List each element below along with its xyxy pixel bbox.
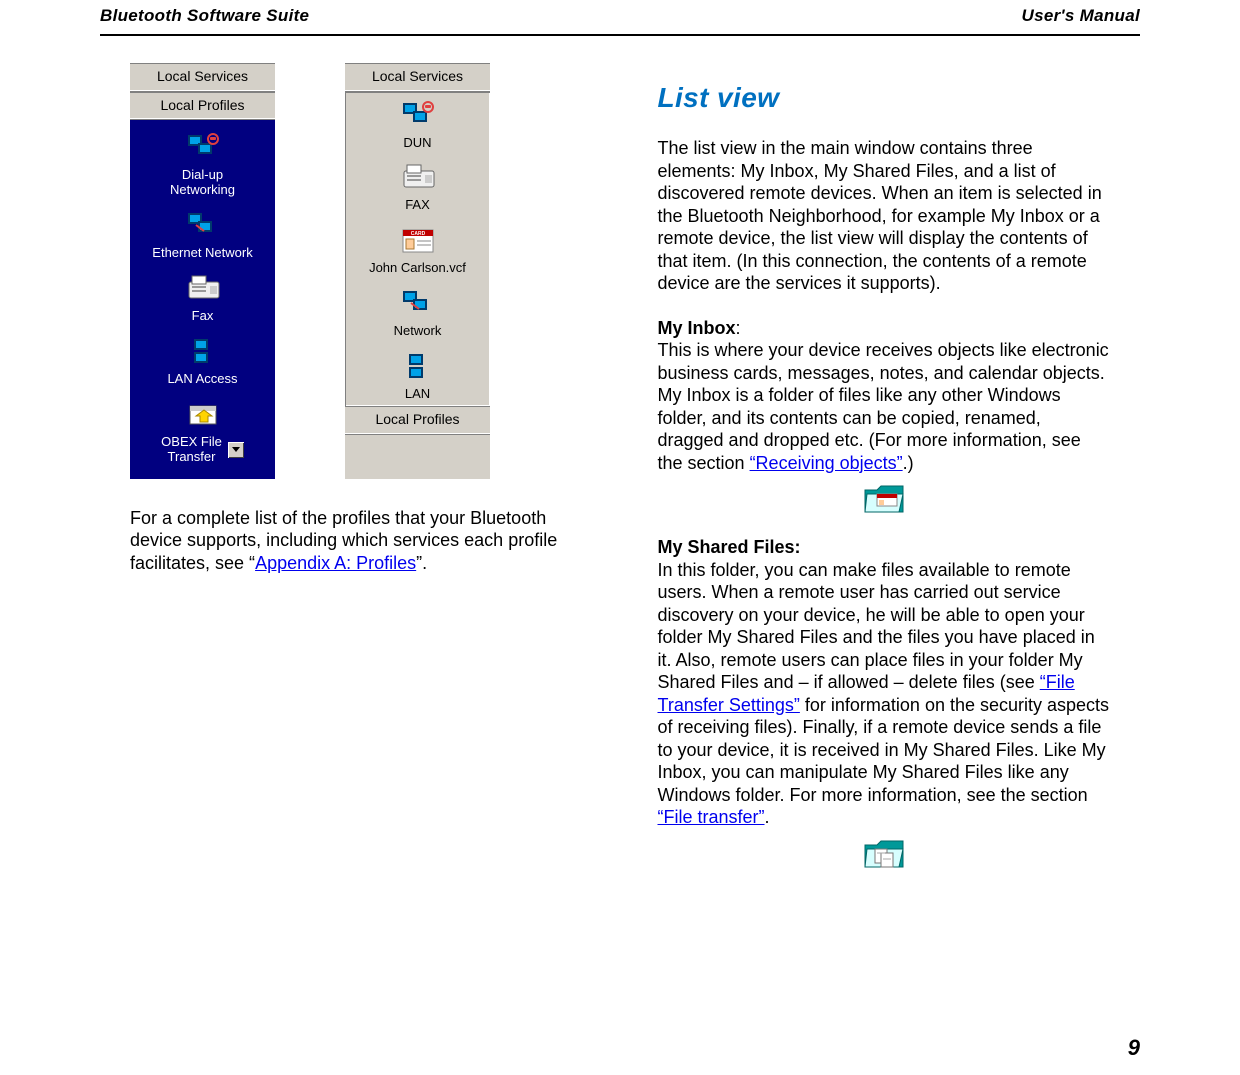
appendix-link[interactable]: Appendix A: Profiles — [255, 553, 416, 573]
text: .) — [903, 453, 914, 473]
item-label: FAX — [403, 198, 432, 213]
text: ”. — [416, 553, 427, 573]
inbox-folder-icon — [863, 480, 905, 516]
panel-a: Local Services Local Profiles Dial-up Ne… — [130, 62, 275, 479]
panel-b: Local Services DUN FAX — [345, 62, 490, 479]
left-paragraph: For a complete list of the profiles that… — [130, 507, 583, 575]
item-dialup[interactable]: Dial-up Networking — [130, 124, 275, 202]
text: In this folder, you can make files avail… — [658, 560, 1095, 693]
inbox-label: My Inbox — [658, 318, 736, 338]
item-vcf[interactable]: CARD John Carlson.vcf — [345, 217, 490, 280]
item-label: John Carlson.vcf — [367, 261, 468, 276]
text: . — [765, 807, 770, 827]
item-ethernet[interactable]: Ethernet Network — [130, 202, 275, 265]
colon: : — [736, 318, 741, 338]
panel-a-tab-profiles[interactable]: Local Profiles — [130, 92, 275, 121]
left-column: Local Services Local Profiles Dial-up Ne… — [130, 62, 583, 891]
dualpc-icon — [186, 209, 220, 243]
panel-a-tab-services[interactable]: Local Services — [130, 62, 275, 92]
dualpc-icon — [401, 99, 435, 133]
item-label: Network — [392, 324, 444, 339]
panel-b-tab-profiles[interactable]: Local Profiles — [345, 406, 490, 435]
header-rule — [100, 34, 1140, 36]
shared-paragraph: My Shared Files: In this folder, you can… — [658, 536, 1111, 829]
stackpc-icon — [401, 350, 435, 384]
svg-text:CARD: CARD — [410, 231, 425, 237]
vcard-icon: CARD — [401, 224, 435, 258]
item-lan[interactable]: LAN Access — [130, 328, 275, 391]
shared-folder-icon — [863, 835, 905, 871]
chevron-down-icon[interactable] — [228, 442, 244, 458]
fax-icon — [401, 161, 435, 195]
item-dun[interactable]: DUN — [345, 92, 490, 155]
item-lan-b[interactable]: LAN — [345, 343, 490, 406]
item-fax-b[interactable]: FAX — [345, 154, 490, 217]
receiving-objects-link[interactable]: “Receiving objects” — [750, 453, 903, 473]
item-label: Dial-up Networking — [168, 168, 237, 198]
item-label: LAN — [403, 387, 432, 402]
item-label: Fax — [190, 309, 216, 324]
item-label: DUN — [401, 136, 433, 151]
item-label: OBEX File Transfer — [159, 435, 246, 465]
obex-label-text: OBEX File Transfer — [161, 435, 222, 465]
page-number: 9 — [1128, 1035, 1140, 1061]
shared-label: My Shared Files: — [658, 537, 801, 557]
dualpc-icon — [401, 287, 435, 321]
fax-icon — [186, 272, 220, 306]
item-obex[interactable]: OBEX File Transfer — [130, 391, 275, 469]
section-title: List view — [658, 80, 1111, 115]
panels-pair: Local Services Local Profiles Dial-up Ne… — [130, 62, 583, 479]
inbox-paragraph: My Inbox: This is where your device rece… — [658, 317, 1111, 475]
item-network[interactable]: Network — [345, 280, 490, 343]
stackpc-icon — [186, 335, 220, 369]
dualpc-icon — [186, 131, 220, 165]
header-left: Bluetooth Software Suite — [100, 6, 309, 26]
right-column: List view The list view in the main wind… — [658, 62, 1111, 891]
listview-intro: The list view in the main window contain… — [658, 137, 1111, 295]
item-label: LAN Access — [165, 372, 239, 387]
panel-b-tab-services[interactable]: Local Services — [345, 62, 490, 92]
file-transfer-link[interactable]: “File transfer” — [658, 807, 765, 827]
obex-icon — [186, 398, 220, 432]
header-right: User's Manual — [1022, 6, 1140, 26]
item-fax[interactable]: Fax — [130, 265, 275, 328]
item-label: Ethernet Network — [150, 246, 254, 261]
